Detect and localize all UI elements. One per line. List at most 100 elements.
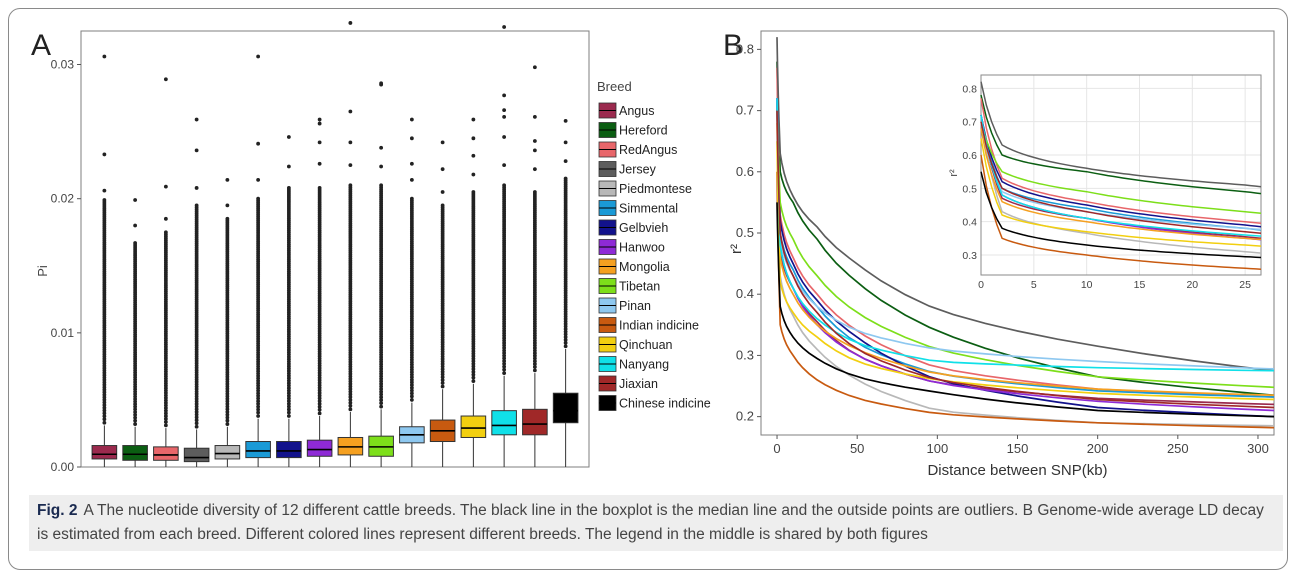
outlier-point (502, 93, 507, 98)
box (460, 415, 487, 438)
outlier-point (225, 203, 230, 208)
inset-ld-line-redangus (980, 98, 1262, 225)
outlier-point (317, 411, 322, 416)
boxplot-angus (91, 54, 118, 467)
outlier-point (440, 203, 445, 208)
outlier-point (502, 353, 507, 358)
box (245, 441, 271, 459)
outlier-point (563, 176, 568, 181)
ld-line-chinese-indicine (776, 202, 1275, 418)
outlier-point (286, 407, 291, 412)
outlier-point (225, 415, 230, 420)
ld-line-gelbvieh (776, 98, 1275, 418)
legend-label: Jiaxian (619, 377, 658, 391)
inset-ytick-label: 0.8 (962, 83, 977, 95)
outlier-point (225, 407, 230, 412)
outlier-point (348, 389, 353, 394)
outlier-point (440, 378, 445, 382)
outlier-point (256, 54, 261, 59)
boxplot-hanwoo (306, 117, 333, 467)
legend-label: Piedmontese (619, 182, 692, 196)
ld-line-indian-indicine (776, 171, 1275, 429)
panel-b-xtick-label: 250 (1167, 441, 1189, 456)
inset-plot-area (980, 74, 1262, 276)
outlier-point (256, 396, 261, 401)
legend-item-hanwoo: Hanwoo (598, 239, 665, 255)
box (491, 410, 517, 436)
figure-frame: A B 0.00 0.01 0.02 0.03 Pi Breed Angus Hereford… (8, 8, 1288, 570)
outlier-point (502, 359, 507, 363)
outlier-point (471, 369, 476, 374)
outlier-point (563, 335, 568, 339)
panel-b-ytick-label: 0.2 (736, 409, 754, 424)
outlier-point (471, 117, 476, 122)
outlier-point (256, 410, 261, 415)
panel-b-ytick-label: 0.4 (736, 286, 754, 301)
outlier-point (471, 172, 476, 177)
outlier-point (102, 414, 107, 419)
legend-item-jersey: Jersey (598, 161, 657, 177)
outlier-point (286, 396, 291, 401)
outlier-point (379, 389, 384, 394)
ld-line-jiaxian (776, 110, 1275, 409)
outlier-point (379, 404, 384, 409)
outlier-point (409, 117, 414, 122)
outlier-point (563, 159, 568, 164)
outlier-point (163, 420, 168, 424)
legend-label: Qinchuan (619, 338, 673, 352)
box (276, 441, 302, 459)
inset-ld-line-piedmontese (980, 114, 1262, 254)
legend-label: Hanwoo (619, 241, 665, 255)
outlier-point (163, 184, 168, 189)
outlier-point (256, 414, 261, 418)
inset-ld-line-pinan (980, 121, 1262, 231)
outlier-point (133, 407, 138, 412)
legend-item-redangus: RedAngus (598, 141, 677, 158)
outlier-point (102, 417, 107, 422)
outlier-point (163, 417, 168, 421)
outlier-point (563, 118, 568, 123)
outlier-point (502, 371, 507, 375)
outlier-point (563, 332, 568, 337)
inset-ld-line-tibetan (980, 121, 1262, 215)
inset-xtick-label: 10 (1081, 279, 1093, 291)
legend-label: Hereford (619, 124, 668, 138)
outlier-point (471, 372, 476, 377)
outlier-point (348, 395, 353, 399)
outlier-point (409, 136, 414, 141)
inset-xtick-label: 5 (1031, 279, 1037, 291)
outlier-point (440, 369, 445, 374)
outlier-point (379, 395, 384, 400)
box (122, 445, 148, 461)
outlier-point (409, 178, 414, 182)
outlier-point (348, 140, 353, 145)
legend-label: Tibetan (619, 280, 660, 294)
box (91, 445, 118, 460)
outlier-point (102, 403, 107, 407)
outlier-point (194, 148, 199, 153)
outlier-point (317, 404, 322, 409)
legend-item-piedmontese: Piedmontese (598, 180, 692, 197)
outlier-point (133, 412, 138, 417)
outlier-point (317, 399, 322, 403)
outlier-point (502, 135, 507, 139)
inset-ylabel: r² (948, 169, 960, 177)
outlier-point (440, 375, 445, 380)
panel-a-label: A (31, 29, 51, 62)
inset-ld-line-gelbvieh (980, 114, 1262, 228)
outlier-point (409, 385, 414, 390)
legend-item-tibetan: Tibetan (598, 278, 660, 294)
outlier-point (348, 397, 353, 402)
panel-b-xtick-label: 150 (1007, 441, 1029, 456)
outlier-point (133, 410, 138, 414)
boxplot-jiaxian (522, 65, 548, 467)
boxplot-gelbvieh (276, 135, 302, 467)
outlier-point (379, 392, 384, 397)
panel-a-ytick-label: 0.00 (51, 460, 75, 474)
panel-b-xtick-label: 100 (926, 441, 948, 456)
outlier-point (286, 399, 291, 403)
legend-label: Nanyang (619, 358, 669, 372)
outlier-point (409, 161, 414, 166)
panel-b-ytick-label: 0.8 (736, 41, 754, 56)
outlier-point (471, 379, 476, 384)
